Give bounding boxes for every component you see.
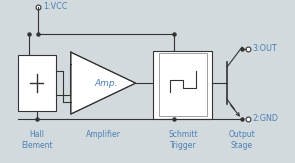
Text: Output
Stage: Output Stage [229, 130, 255, 150]
Text: Schmitt
Trigger: Schmitt Trigger [168, 130, 198, 150]
Polygon shape [71, 52, 136, 114]
Text: Hall
Element: Hall Element [21, 130, 53, 150]
Text: 3:OUT: 3:OUT [252, 44, 277, 53]
Text: 1:VCC: 1:VCC [43, 2, 67, 11]
Bar [159, 53, 207, 116]
Text: Amplifier: Amplifier [86, 130, 121, 139]
Bar [153, 51, 212, 119]
Text: 2:GND: 2:GND [252, 114, 278, 124]
Bar [18, 55, 56, 111]
Text: Amp.: Amp. [94, 79, 118, 88]
